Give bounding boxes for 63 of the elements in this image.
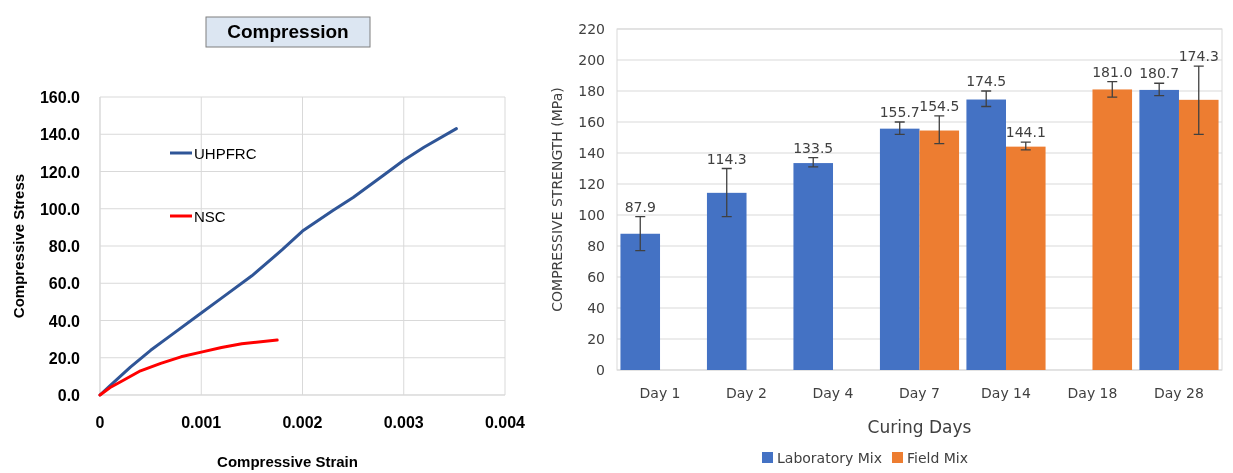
bar xyxy=(1178,99,1219,370)
bar xyxy=(879,128,920,370)
y-tick-label: 60 xyxy=(587,269,605,285)
y-tick-label: 200 xyxy=(578,52,605,68)
y-tick-label: 140 xyxy=(578,145,605,161)
y-axis-title: Compressive Stress xyxy=(10,173,27,319)
y-tick-label: 140.0 xyxy=(39,126,81,144)
y-tick-label: 100.0 xyxy=(39,200,81,218)
y-tick-label: 160 xyxy=(578,114,605,130)
x-tick-label: Day 1 xyxy=(639,385,681,401)
bar xyxy=(1092,89,1133,370)
x-tick-label: Day 4 xyxy=(812,385,854,401)
x-tick-label: Day 28 xyxy=(1154,385,1204,401)
x-tick-label: Day 7 xyxy=(898,385,941,401)
data-label: 180.7 xyxy=(1139,65,1180,82)
x-tick-label: Day 18 xyxy=(1067,385,1118,401)
data-label: 144.1 xyxy=(1005,124,1046,141)
data-label: 155.7 xyxy=(879,104,920,120)
x-tick-label: 0.004 xyxy=(484,414,526,431)
line-series xyxy=(98,338,279,397)
y-tick-label: 0 xyxy=(596,362,605,378)
legend-label: UHPFRC xyxy=(194,145,257,162)
x-axis-title: Curing Days xyxy=(867,417,972,437)
bar xyxy=(1005,146,1046,370)
y-tick-label: 160.0 xyxy=(39,89,81,106)
y-tick-label: 0.0 xyxy=(57,387,81,404)
x-tick-label: 0 xyxy=(95,414,105,431)
x-tick-label: Day 14 xyxy=(981,385,1032,401)
y-tick-label: 180 xyxy=(578,83,605,99)
bar xyxy=(966,99,1006,370)
data-label: 174.5 xyxy=(966,73,1007,89)
x-tick-label: 0.003 xyxy=(383,414,424,431)
bar xyxy=(793,163,834,370)
y-tick-label: 40.0 xyxy=(48,312,81,330)
legend-label: Laboratory Mix xyxy=(777,450,882,466)
x-tick-label: 0.002 xyxy=(282,414,323,431)
y-tick-label: 220 xyxy=(578,21,605,37)
x-tick-label: 0.001 xyxy=(181,414,222,431)
chart-title: Compression xyxy=(227,21,349,42)
x-axis-title: Compressive Strain xyxy=(217,453,358,470)
y-tick-label: 80.0 xyxy=(48,238,81,255)
data-label: 87.9 xyxy=(624,198,656,215)
data-label: 181.0 xyxy=(1092,63,1133,80)
y-tick-label: 100 xyxy=(578,207,605,223)
y-axis-title: COMPRESSIVE STRENGTH (MPa) xyxy=(549,87,565,312)
y-tick-label: 60.0 xyxy=(48,275,81,293)
legend-label: NSC xyxy=(194,208,226,225)
data-label: 114.3 xyxy=(706,150,747,167)
bar xyxy=(1139,89,1179,370)
data-label: 133.5 xyxy=(793,139,834,156)
bar xyxy=(919,130,960,370)
data-label: 154.5 xyxy=(919,97,960,114)
x-tick-label: Day 2 xyxy=(726,385,768,401)
bar xyxy=(620,233,661,370)
y-tick-label: 20 xyxy=(587,331,605,347)
data-label: 174.3 xyxy=(1178,48,1219,65)
bar xyxy=(706,192,747,370)
legend-label: Field Mix xyxy=(907,450,969,466)
y-tick-label: 120 xyxy=(578,176,605,192)
y-tick-label: 40 xyxy=(587,300,605,316)
y-tick-label: 80 xyxy=(587,238,605,254)
y-tick-label: 120.0 xyxy=(39,163,81,181)
y-tick-label: 20.0 xyxy=(48,349,81,367)
